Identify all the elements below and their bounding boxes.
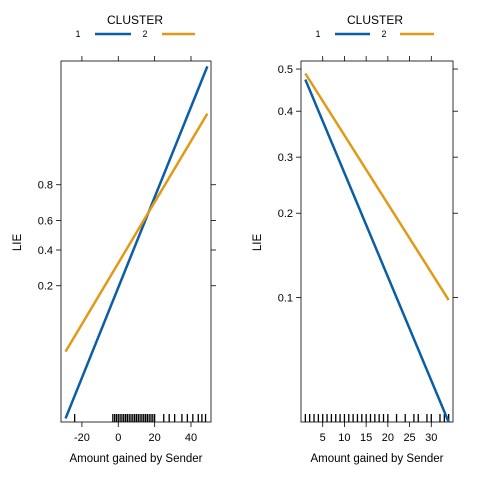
right-legend-label-2: 2 <box>381 29 386 39</box>
right-x-tick-label: 25 <box>403 432 415 444</box>
right-y-axis-title: LIE <box>252 234 264 252</box>
left-y-tick-label: 0.4 <box>38 245 53 257</box>
right-x-tick-label: 5 <box>320 432 326 444</box>
right-x-tick-label: 10 <box>338 432 350 444</box>
left-y-tick-label: 0.2 <box>38 281 53 293</box>
right-x-axis-title: Amount gained by Sender <box>311 453 444 465</box>
left-y-axis-title: LIE <box>12 234 24 252</box>
right-y-tick-label: 0.1 <box>278 293 293 305</box>
right-x-tick-label: 30 <box>425 432 437 444</box>
left-legend-title: CLUSTER <box>107 13 163 27</box>
right-y-tick-label: 0.4 <box>278 106 293 118</box>
left-x-tick-label: 0 <box>115 432 121 444</box>
left-y-tick-label: 0.8 <box>38 180 53 192</box>
right-legend-label-1: 1 <box>315 29 320 39</box>
right-x-tick-label: 15 <box>360 432 372 444</box>
right-y-tick-label: 0.5 <box>278 64 293 76</box>
right-x-tick-label: 20 <box>382 432 394 444</box>
left-x-axis-title: Amount gained by Sender <box>70 453 203 465</box>
left-series-line-cluster-2 <box>64 113 209 353</box>
left-x-tick-label: 20 <box>149 432 161 444</box>
left-legend-label-1: 1 <box>75 29 80 39</box>
left-x-tick-label: 40 <box>185 432 197 444</box>
left-x-tick-label: -20 <box>74 432 90 444</box>
right-series-line-cluster-2 <box>304 72 450 301</box>
right-plot-frame <box>300 60 454 423</box>
left-legend-label-2: 2 <box>142 29 147 39</box>
right-y-tick-label: 0.3 <box>278 152 293 164</box>
right-y-tick-label: 0.2 <box>278 208 293 220</box>
right-legend-title: CLUSTER <box>347 13 403 27</box>
left-y-tick-label: 0.6 <box>38 215 53 227</box>
right-series-line-cluster-1 <box>304 79 450 423</box>
left-series-line-cluster-1 <box>64 65 209 419</box>
